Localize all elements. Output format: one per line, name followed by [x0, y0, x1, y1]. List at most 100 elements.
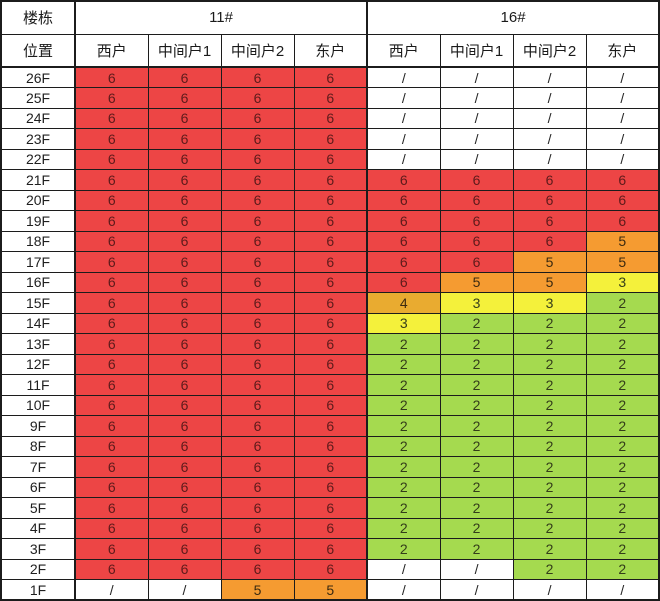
value-cell: 2: [366, 497, 441, 519]
value-cell: 6: [147, 169, 222, 191]
floor-label: 18F: [0, 230, 76, 252]
unit-header-middle1-11: 中间户1: [147, 33, 222, 68]
building-name-11: 11#: [73, 0, 368, 35]
value-cell: 6: [293, 312, 368, 334]
value-cell: 2: [439, 353, 514, 375]
table-row: 2F 6 6 6 6//2 2: [0, 558, 660, 580]
value-cell: 6: [74, 87, 149, 109]
value-cell: 6: [147, 148, 222, 170]
unit-header-middle2-16: 中间户2: [512, 33, 587, 68]
value-cell: 6: [220, 271, 295, 293]
value-cell: 2: [512, 538, 587, 560]
value-cell: 2: [512, 497, 587, 519]
value-cell: 3: [366, 312, 441, 334]
value-cell: 6: [366, 210, 441, 232]
value-cell: /: [439, 558, 514, 580]
table-row: 7F 6 6 6 6 2 2 2 2: [0, 456, 660, 478]
value-cell: 2: [585, 415, 660, 437]
table-row: 1F //5 5// / /: [0, 579, 660, 601]
value-cell: 6: [147, 312, 222, 334]
value-cell: 6: [220, 435, 295, 457]
value-cell: 2: [366, 394, 441, 416]
value-cell: 2: [585, 558, 660, 580]
value-cell: 5: [512, 251, 587, 273]
floor-label: 25F: [0, 87, 76, 109]
value-cell: 6: [293, 374, 368, 396]
value-cell: 2: [512, 517, 587, 539]
value-cell: 6: [147, 538, 222, 560]
value-cell: 6: [220, 128, 295, 150]
value-cell: /: [366, 87, 441, 109]
value-cell: 6: [293, 66, 368, 88]
value-cell: /: [366, 128, 441, 150]
value-cell: 2: [512, 374, 587, 396]
value-cell: 6: [220, 456, 295, 478]
value-cell: 5: [220, 579, 295, 601]
value-cell: 2: [439, 374, 514, 396]
value-cell: 6: [585, 210, 660, 232]
value-cell: 6: [439, 210, 514, 232]
floor-label: 26F: [0, 66, 76, 88]
value-cell: 6: [585, 189, 660, 211]
value-cell: 6: [366, 251, 441, 273]
value-cell: 6: [74, 497, 149, 519]
value-cell: 6: [220, 538, 295, 560]
value-cell: 6: [293, 476, 368, 498]
value-cell: 6: [74, 538, 149, 560]
table-row: 22F 6 6 6 6// / /: [0, 148, 660, 170]
value-cell: 6: [293, 353, 368, 375]
value-cell: 4: [366, 292, 441, 314]
value-cell: /: [147, 579, 222, 601]
table-row: 12F 6 6 6 6 2 2 2 2: [0, 353, 660, 375]
value-cell: 6: [512, 189, 587, 211]
value-cell: /: [585, 579, 660, 601]
value-cell: 6: [439, 169, 514, 191]
floor-label: 8F: [0, 435, 76, 457]
value-cell: 2: [585, 374, 660, 396]
value-cell: 6: [293, 333, 368, 355]
floor-label: 5F: [0, 497, 76, 519]
floor-label: 13F: [0, 333, 76, 355]
table-row: 3F 6 6 6 6 2 2 2 2: [0, 538, 660, 560]
value-cell: 6: [74, 312, 149, 334]
value-cell: 6: [293, 169, 368, 191]
value-cell: 6: [74, 148, 149, 170]
value-cell: 6: [74, 456, 149, 478]
value-cell: 2: [439, 517, 514, 539]
value-cell: /: [439, 87, 514, 109]
value-cell: /: [512, 128, 587, 150]
floor-label: 6F: [0, 476, 76, 498]
value-cell: 6: [147, 558, 222, 580]
value-cell: 2: [439, 394, 514, 416]
value-cell: 6: [293, 456, 368, 478]
value-cell: 2: [512, 415, 587, 437]
table-row: 15F 6 6 6 6 4 3 3 2: [0, 292, 660, 314]
value-cell: 6: [147, 251, 222, 273]
value-cell: 2: [512, 353, 587, 375]
value-cell: 2: [585, 538, 660, 560]
floor-label: 19F: [0, 210, 76, 232]
value-cell: /: [512, 579, 587, 601]
value-cell: 6: [147, 66, 222, 88]
value-cell: 6: [147, 374, 222, 396]
value-cell: 2: [585, 476, 660, 498]
value-cell: 6: [147, 87, 222, 109]
value-cell: 2: [512, 312, 587, 334]
value-cell: 6: [220, 292, 295, 314]
value-cell: /: [439, 66, 514, 88]
value-cell: 6: [366, 230, 441, 252]
table-row: 8F 6 6 6 6 2 2 2 2: [0, 435, 660, 457]
floor-label: 14F: [0, 312, 76, 334]
table-row: 14F 6 6 6 6 3 2 2 2: [0, 312, 660, 334]
unit-header-west-11: 西户: [74, 33, 149, 68]
value-cell: 3: [439, 292, 514, 314]
value-cell: 6: [293, 394, 368, 416]
value-cell: 2: [439, 415, 514, 437]
value-cell: 6: [220, 87, 295, 109]
value-cell: 2: [585, 353, 660, 375]
value-cell: 6: [366, 271, 441, 293]
value-cell: 2: [366, 415, 441, 437]
value-cell: 2: [439, 435, 514, 457]
value-cell: 2: [439, 312, 514, 334]
